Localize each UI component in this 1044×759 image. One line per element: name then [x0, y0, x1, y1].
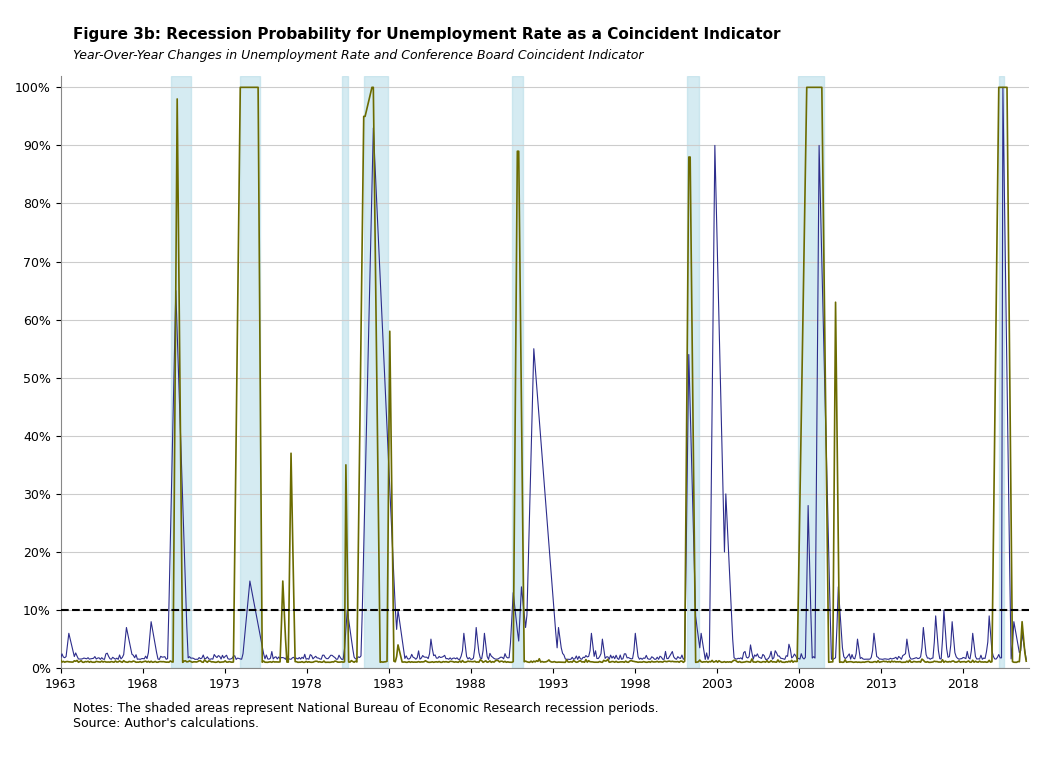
Bar [798, 76, 824, 668]
Bar [999, 76, 1004, 668]
Text: Year-Over-Year Changes in Unemployment Rate and Conference Board Coincident Indi: Year-Over-Year Changes in Unemployment R… [73, 49, 643, 62]
Bar [364, 76, 387, 668]
Bar [240, 76, 260, 668]
Bar [342, 76, 348, 668]
Bar [687, 76, 699, 668]
Text: Figure 3b: Recession Probability for Unemployment Rate as a Coincident Indicator: Figure 3b: Recession Probability for Une… [73, 27, 781, 42]
Text: Notes: The shaded areas represent National Bureau of Economic Research recession: Notes: The shaded areas represent Nation… [73, 702, 659, 730]
Bar [171, 76, 191, 668]
Bar [512, 76, 523, 668]
